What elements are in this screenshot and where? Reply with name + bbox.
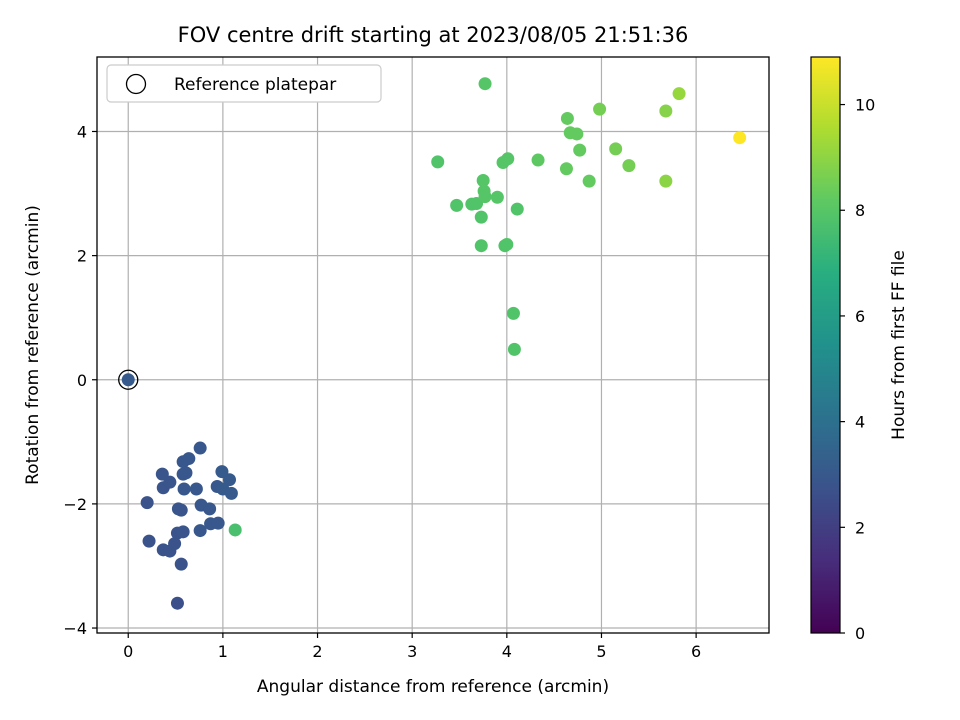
data-point (170, 596, 184, 610)
data-point (560, 111, 574, 125)
data-points (121, 77, 747, 610)
data-point (431, 155, 445, 169)
x-tick-label: 4 (502, 642, 512, 661)
x-axis-label: Angular distance from reference (arcmin) (257, 677, 609, 697)
x-tick-label: 5 (596, 642, 606, 661)
colorbar: 0 2 4 6 8 10 Hours from first FF file (810, 56, 909, 643)
data-point (573, 143, 587, 157)
data-point (193, 441, 207, 455)
data-point (531, 153, 545, 167)
y-tick-label: 0 (77, 371, 87, 390)
colorbar-label: Hours from first FF file (889, 250, 909, 440)
data-point (177, 482, 191, 496)
data-point (203, 502, 217, 516)
x-tick-label: 2 (312, 642, 322, 661)
data-point (510, 202, 524, 216)
data-point (189, 482, 203, 496)
data-point (163, 475, 177, 489)
legend-box (106, 64, 382, 103)
y-tick-label: −4 (63, 619, 87, 638)
data-point (211, 516, 225, 530)
y-tick-label: −2 (63, 495, 87, 514)
colorbar-tick-label: 6 (855, 307, 865, 326)
data-point (228, 523, 242, 537)
data-point (659, 174, 673, 188)
data-point (659, 104, 673, 118)
data-point (193, 524, 207, 538)
colorbar-gradient (810, 56, 841, 634)
colorbar-tick-label: 8 (855, 201, 865, 220)
data-point (450, 198, 464, 212)
data-point (140, 496, 154, 510)
plot-frame (96, 56, 770, 634)
x-tick-label: 1 (218, 642, 228, 661)
grid-lines (97, 57, 769, 633)
x-tick-label: 6 (691, 642, 701, 661)
data-point (176, 525, 190, 539)
colorbar-tick-label: 2 (855, 518, 865, 537)
reference-point-marker (118, 369, 139, 390)
data-point (570, 127, 584, 141)
data-point (478, 190, 492, 204)
data-point (672, 87, 686, 101)
data-point (593, 102, 607, 116)
data-point (476, 174, 490, 188)
data-point (182, 452, 196, 466)
colorbar-tick-label: 0 (855, 624, 865, 643)
data-point (174, 503, 188, 517)
data-point (121, 373, 135, 387)
reference-marker (118, 369, 139, 390)
colorbar-tick-label: 10 (855, 96, 875, 115)
y-axis-label: Rotation from reference (arcmin) (23, 205, 43, 485)
colorbar-tick-label: 4 (855, 413, 865, 432)
y-tick-label: 2 (77, 247, 87, 266)
data-point (474, 239, 488, 253)
chart-title: FOV centre drift starting at 2023/08/05 … (178, 23, 689, 47)
data-point (223, 473, 237, 487)
data-point (478, 77, 492, 91)
data-point (174, 557, 188, 571)
data-point (500, 237, 514, 251)
legend: Reference platepar (106, 64, 382, 103)
data-point (168, 537, 182, 551)
data-point (142, 534, 156, 548)
data-point (506, 306, 520, 320)
data-point (609, 142, 623, 156)
y-tick-labels: −4 −2 0 2 4 (63, 122, 97, 638)
data-point (474, 210, 488, 224)
data-point (501, 152, 515, 166)
legend-marker-icon (125, 73, 147, 95)
data-point (224, 486, 238, 500)
x-tick-label: 3 (407, 642, 417, 661)
colorbar-ticks: 0 2 4 6 8 10 (840, 96, 875, 643)
data-point (559, 162, 573, 176)
data-point (179, 466, 193, 480)
x-tick-labels: 0 1 2 3 4 5 6 (123, 633, 701, 661)
legend-label: Reference platepar (174, 75, 336, 95)
data-point (733, 131, 747, 145)
data-point (490, 190, 504, 204)
data-point (507, 342, 521, 356)
x-tick-label: 0 (123, 642, 133, 661)
y-tick-label: 4 (77, 122, 87, 141)
data-point (582, 174, 596, 188)
data-point (622, 159, 636, 173)
